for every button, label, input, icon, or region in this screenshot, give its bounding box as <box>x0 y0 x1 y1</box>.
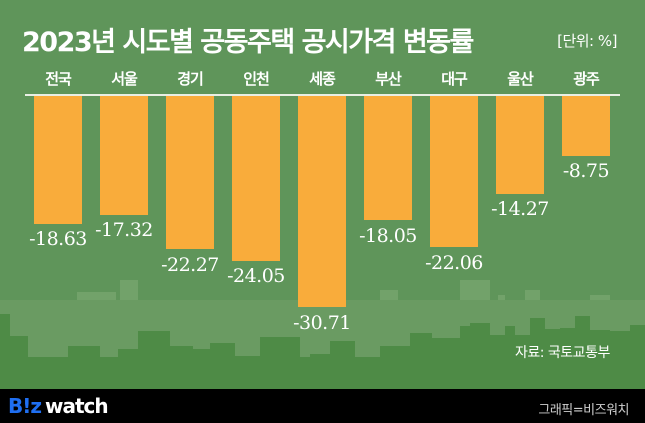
bar-nationwide <box>34 96 82 224</box>
value-label: -8.75 <box>562 160 610 182</box>
category-label: 울산 <box>507 70 534 88</box>
value-label: -18.63 <box>29 228 87 250</box>
baseline-axis <box>25 94 620 96</box>
chart-canvas: 2023년 시도별 공동주택 공시가격 변동률 [단위: %] 전국 서울 경기… <box>0 27 645 389</box>
skyline-background-illustration <box>0 280 645 389</box>
graphic-credit: 그래픽=비즈워치 <box>538 403 629 418</box>
logo-watch: watch <box>45 394 109 418</box>
bar-ulsan <box>496 96 544 194</box>
bar-daegu <box>430 96 478 247</box>
category-label: 인천 <box>243 70 270 88</box>
footer-bar: B!z watch 그래픽=비즈워치 <box>0 389 645 423</box>
value-label: -24.05 <box>227 265 285 287</box>
chart-title: 2023년 시도별 공동주택 공시가격 변동률 <box>22 27 474 58</box>
unit-label: [단위: %] <box>557 32 617 50</box>
bar-gyeonggi <box>166 96 214 249</box>
source-note: 자료: 국토교통부 <box>515 345 610 361</box>
category-label: 경기 <box>177 70 204 88</box>
bar-gwangju <box>562 96 610 156</box>
logo-biz: B!z <box>8 394 42 418</box>
bizwatch-logo: B!z watch <box>8 394 109 418</box>
category-label: 전국 <box>45 70 72 88</box>
category-label: 세종 <box>309 70 336 88</box>
category-label: 부산 <box>375 70 402 88</box>
value-label: -30.71 <box>293 312 351 334</box>
bar-seoul <box>100 96 148 215</box>
category-label: 광주 <box>573 70 600 88</box>
bar-incheon <box>232 96 280 261</box>
bar-sejong <box>298 96 346 307</box>
bar-busan <box>364 96 412 220</box>
value-label: -22.06 <box>425 252 483 274</box>
value-label: -22.27 <box>161 254 219 276</box>
category-label: 서울 <box>111 70 138 88</box>
category-label: 대구 <box>441 70 468 88</box>
value-label: -14.27 <box>491 198 549 220</box>
value-label: -18.05 <box>359 225 417 247</box>
value-label: -17.32 <box>95 219 153 241</box>
